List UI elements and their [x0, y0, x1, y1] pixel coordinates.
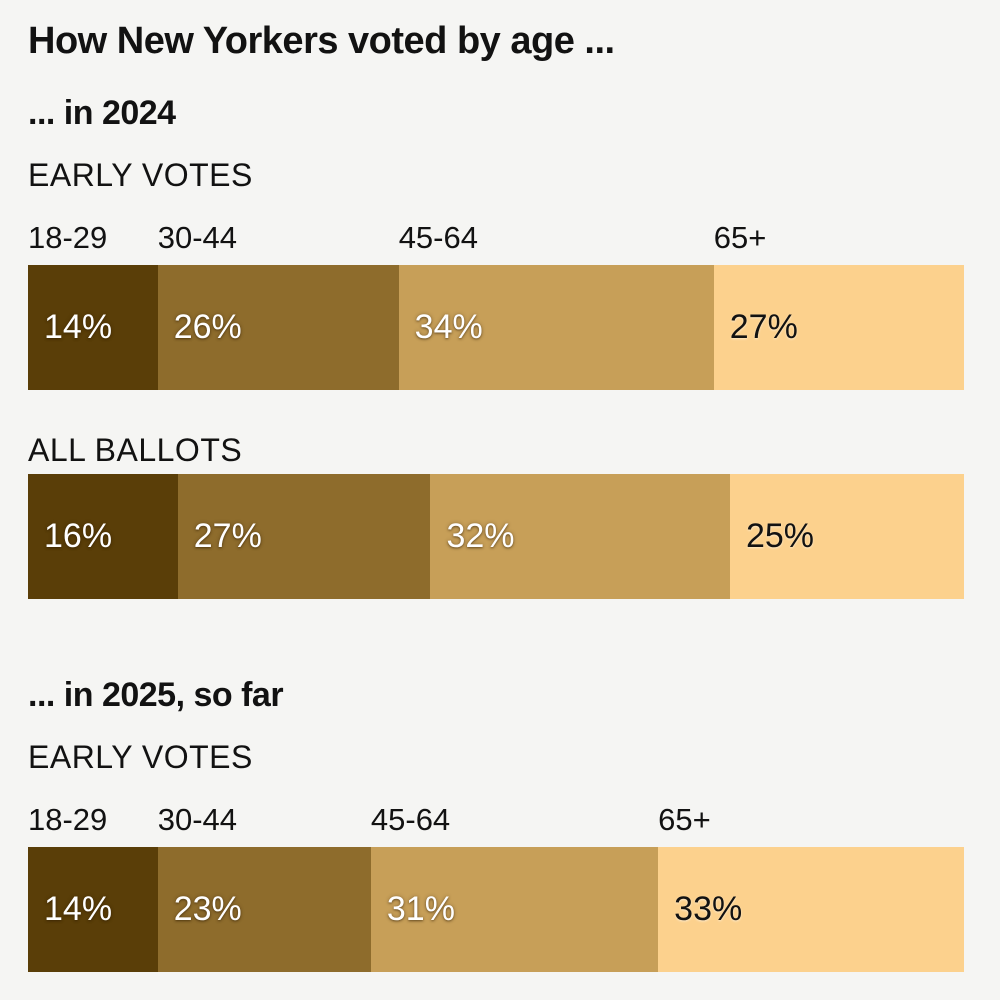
- bar-segment: 27%: [713, 264, 964, 390]
- segment-value: 27%: [729, 307, 798, 346]
- category-labels: 18-29 30-44 45-64 65+: [28, 220, 964, 256]
- segment-value: 33%: [674, 890, 743, 929]
- bar-segment: 33%: [658, 847, 964, 973]
- row-label: EARLY VOTES: [28, 739, 253, 776]
- bar-segment: 14%: [28, 264, 158, 390]
- chart: ... in 2024 EARLY VOTES 18-29 30-44 45-64 65+…: [28, 94, 964, 973]
- segment-value: 16%: [44, 517, 113, 556]
- chart-title: How New Yorkers voted by age ...: [28, 20, 615, 62]
- bar-segment: 14%: [28, 847, 158, 973]
- segment-value: 32%: [446, 517, 515, 556]
- segment-value: 27%: [193, 517, 262, 556]
- category-label: 30-44: [157, 219, 238, 255]
- chart-group: ... in 2025, so far EARLY VOTES 18-29 30-44…: [28, 676, 964, 973]
- segment-value: 31%: [386, 890, 455, 929]
- segment-value: 25%: [745, 517, 815, 556]
- bar-segment: 27%: [177, 474, 431, 600]
- stacked-bar: 14% 26% 34% 27%: [28, 264, 964, 390]
- bar-segment: 34%: [398, 264, 714, 390]
- category-labels: 18-29 30-44 45-64 65+: [28, 802, 964, 838]
- category-label: 45-64: [370, 802, 451, 838]
- stacked-bar: 16% 27% 32% 25%: [28, 474, 964, 600]
- group-heading: ... in 2024: [28, 93, 176, 132]
- segment-value: 23%: [173, 890, 242, 929]
- group-heading: ... in 2025, so far: [28, 676, 284, 715]
- category-label: 18-29: [28, 802, 108, 838]
- row-label: ALL BALLOTS: [28, 431, 243, 468]
- bar-segment: 31%: [370, 847, 659, 973]
- segment-value: 34%: [414, 307, 483, 346]
- category-label: 18-29: [28, 219, 108, 255]
- category-label: 65+: [713, 219, 767, 255]
- bar-segment: 26%: [157, 264, 399, 390]
- row-label: EARLY VOTES: [28, 156, 253, 193]
- category-label: 45-64: [398, 219, 478, 255]
- bar-segment: 32%: [430, 474, 730, 600]
- chart-row: EARLY VOTES 18-29 30-44 45-64 65+ 14% 23% 31% 33…: [28, 739, 964, 973]
- bar-segment: 25%: [729, 474, 964, 600]
- category-label: 65+: [658, 802, 711, 838]
- bar-segment: 16%: [28, 474, 178, 600]
- chart-row: EARLY VOTES 18-29 30-44 45-64 65+ 14% 26% 34% 27…: [28, 157, 964, 390]
- category-label: 30-44: [157, 802, 238, 838]
- segment-value: 14%: [44, 890, 113, 929]
- chart-group: ... in 2024 EARLY VOTES 18-29 30-44 45-64 65+…: [28, 94, 964, 600]
- chart-row: ALL BALLOTS 16% 27% 32% 25%: [28, 432, 964, 600]
- segment-value: 14%: [44, 307, 113, 346]
- stacked-bar: 14% 23% 31% 33%: [28, 847, 964, 973]
- bar-segment: 23%: [157, 847, 371, 973]
- segment-value: 26%: [173, 307, 242, 346]
